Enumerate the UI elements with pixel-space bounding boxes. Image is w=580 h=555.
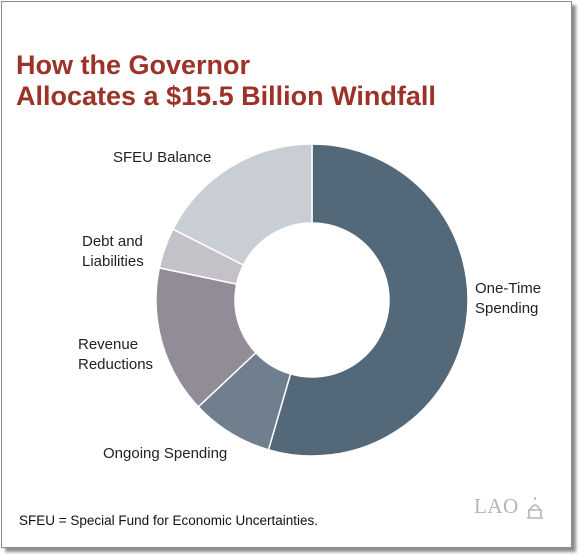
chart-title-line-2: Allocates a $15.5 Billion Windfall <box>16 81 436 111</box>
slice-one-time-spending <box>267 143 469 457</box>
label-revenue-reductions: Revenue Reductions <box>78 336 153 373</box>
lao-logo: LAO <box>474 494 519 518</box>
lao-dome-icon <box>527 497 543 519</box>
slice-sfeu-balance <box>171 143 313 267</box>
label-debt-and-liabilities: Debt and Liabilities <box>82 233 144 270</box>
label-ongoing-spending: Ongoing Spending <box>103 445 227 462</box>
chart-frame <box>1 1 572 548</box>
footnote: SFEU = Special Fund for Economic Uncerta… <box>19 513 319 528</box>
label-sfeu-balance: SFEU Balance <box>113 149 211 166</box>
label-one-time-spending: One-Time Spending <box>475 280 541 317</box>
chart-title: How the Governor Allocates a $15.5 Billi… <box>16 50 436 112</box>
chart-title-line-1: How the Governor <box>16 50 251 80</box>
